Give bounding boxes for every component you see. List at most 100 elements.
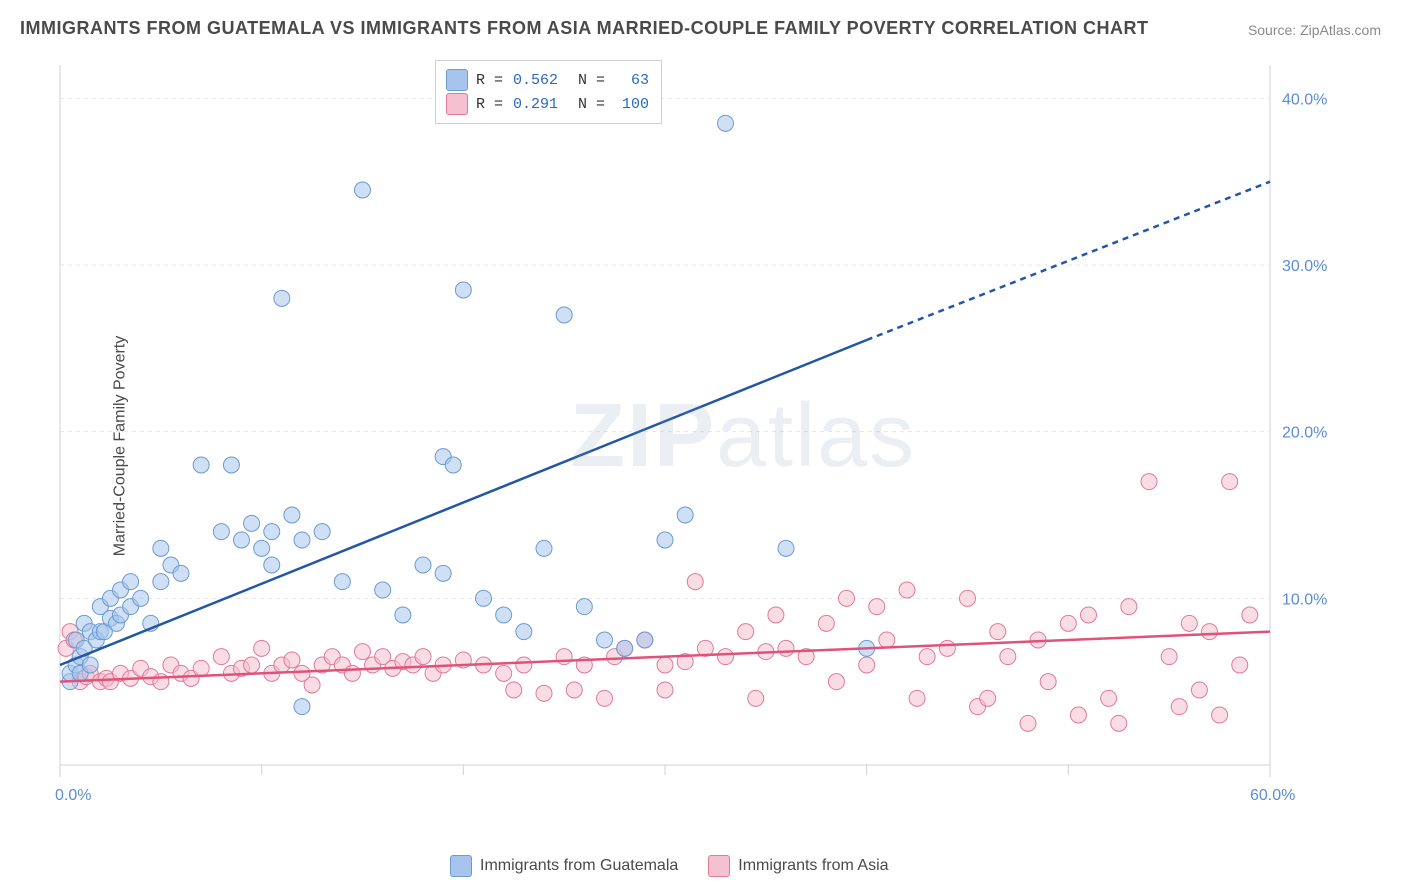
data-point <box>1121 599 1137 615</box>
data-point <box>718 649 734 665</box>
data-point <box>536 540 552 556</box>
data-point <box>687 574 703 590</box>
data-point <box>415 557 431 573</box>
y-tick-label: 20.0% <box>1282 425 1327 442</box>
data-point <box>496 607 512 623</box>
data-point <box>1081 607 1097 623</box>
data-point <box>828 674 844 690</box>
source-value: ZipAtlas.com <box>1300 22 1381 38</box>
legend-row: R = 0.562 N = 63 <box>446 69 651 91</box>
trend-line <box>60 340 867 665</box>
data-point <box>657 657 673 673</box>
trend-line <box>60 632 1270 682</box>
trend-line-extension <box>867 182 1270 340</box>
data-point <box>193 457 209 473</box>
y-tick-label: 10.0% <box>1282 591 1327 608</box>
data-point <box>657 532 673 548</box>
data-point <box>153 574 169 590</box>
data-point <box>1232 657 1248 673</box>
data-point <box>1171 699 1187 715</box>
data-point <box>536 685 552 701</box>
data-point <box>778 640 794 656</box>
data-point <box>1202 624 1218 640</box>
data-point <box>355 644 371 660</box>
legend-r-label: R = <box>476 96 503 113</box>
data-point <box>123 574 139 590</box>
data-point <box>82 657 98 673</box>
data-point <box>879 632 895 648</box>
data-point <box>1060 615 1076 631</box>
data-point <box>213 649 229 665</box>
series-legend: Immigrants from Guatemala Immigrants from… <box>450 855 889 877</box>
bottom-legend-item: Immigrants from Asia <box>708 855 888 877</box>
data-point <box>748 690 764 706</box>
y-tick-label: 30.0% <box>1282 258 1327 275</box>
data-point <box>264 557 280 573</box>
data-point <box>738 624 754 640</box>
data-point <box>294 699 310 715</box>
data-point <box>506 682 522 698</box>
data-point <box>355 182 371 198</box>
data-point <box>1101 690 1117 706</box>
data-point <box>173 565 189 581</box>
data-point <box>375 582 391 598</box>
legend-n-value: 100 <box>613 96 651 113</box>
data-point <box>304 677 320 693</box>
data-point <box>778 540 794 556</box>
data-point <box>344 665 360 681</box>
correlation-legend: R = 0.562 N = 63 R = 0.291 N = 100 <box>435 60 662 124</box>
data-point <box>334 574 350 590</box>
legend-swatch <box>446 69 468 91</box>
data-point <box>1020 715 1036 731</box>
data-point <box>445 457 461 473</box>
data-point <box>234 532 250 548</box>
data-point <box>597 632 613 648</box>
data-point <box>1222 474 1238 490</box>
data-point <box>314 524 330 540</box>
data-point <box>294 532 310 548</box>
data-point <box>415 649 431 665</box>
data-point <box>657 682 673 698</box>
source-label: Source: <box>1248 22 1300 38</box>
data-point <box>254 640 270 656</box>
data-point <box>1070 707 1086 723</box>
legend-swatch <box>708 855 730 877</box>
data-point <box>1242 607 1258 623</box>
legend-r-value: 0.291 <box>511 96 560 113</box>
chart-svg: 10.0%20.0%30.0%40.0%0.0%60.0% <box>50 55 1340 815</box>
data-point <box>213 524 229 540</box>
data-point <box>435 565 451 581</box>
data-point <box>839 590 855 606</box>
data-point <box>244 657 260 673</box>
legend-r-value: 0.562 <box>511 72 560 89</box>
data-point <box>718 115 734 131</box>
data-point <box>223 457 239 473</box>
data-point <box>133 590 149 606</box>
bottom-legend-label: Immigrants from Asia <box>738 857 888 875</box>
data-point <box>1191 682 1207 698</box>
data-point <box>1161 649 1177 665</box>
bottom-legend-label: Immigrants from Guatemala <box>480 857 678 875</box>
data-point <box>1212 707 1228 723</box>
data-point <box>566 682 582 698</box>
data-point <box>455 282 471 298</box>
data-point <box>476 590 492 606</box>
data-point <box>1000 649 1016 665</box>
data-point <box>284 507 300 523</box>
data-point <box>395 607 411 623</box>
data-point <box>516 624 532 640</box>
data-point <box>284 652 300 668</box>
legend-r-label: R = <box>476 72 503 89</box>
data-point <box>1111 715 1127 731</box>
data-point <box>859 657 875 673</box>
data-point <box>960 590 976 606</box>
legend-n-value: 63 <box>613 72 651 89</box>
data-point <box>1181 615 1197 631</box>
data-point <box>980 690 996 706</box>
source-attribution: Source: ZipAtlas.com <box>1248 22 1381 38</box>
data-point <box>153 540 169 556</box>
data-point <box>637 632 653 648</box>
data-point <box>869 599 885 615</box>
legend-n-label: N = <box>578 96 605 113</box>
legend-n-label: N = <box>578 72 605 89</box>
